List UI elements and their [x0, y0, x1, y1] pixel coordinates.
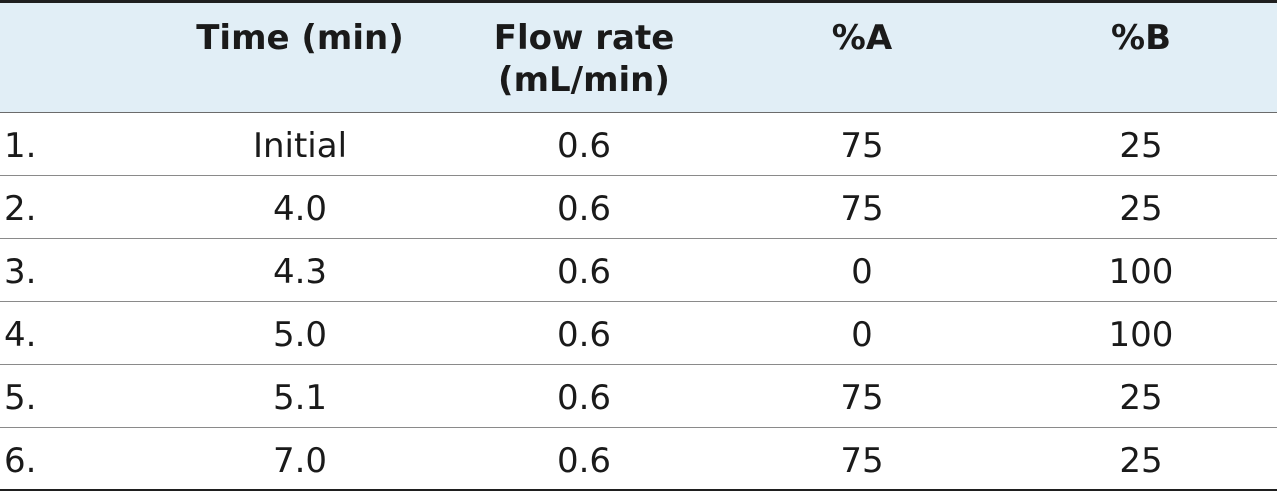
header-flow-rate: Flow rate (mL/min) — [494, 17, 675, 101]
cell-time: 5.1 — [272, 378, 328, 418]
row-index: 6. — [4, 441, 37, 481]
table-row: 6. 7.0 0.6 75 25 — [0, 428, 1277, 491]
row-index: 5. — [4, 378, 37, 418]
cell-pct-a: 0 — [851, 315, 873, 355]
cell-time: 4.3 — [272, 252, 328, 292]
header-pct-b: %B — [1111, 17, 1171, 59]
header-time-label: Time (min) — [196, 18, 404, 58]
cell-flow-rate: 0.6 — [556, 189, 612, 229]
cell-flow-rate: 0.6 — [556, 441, 612, 481]
table-row: 4. 5.0 0.6 0 100 — [0, 302, 1277, 365]
cell-time: Initial — [252, 126, 348, 166]
cell-pct-b: 100 — [1108, 252, 1174, 292]
row-index: 3. — [4, 252, 37, 292]
row-index: 2. — [4, 189, 37, 229]
table-header-row: Time (min) Flow rate (mL/min) %A %B — [0, 3, 1277, 113]
header-pct-a: %A — [832, 17, 892, 59]
header-flow-line1: Flow rate — [493, 18, 675, 58]
header-flow-line2: (mL/min) — [498, 60, 670, 100]
cell-pct-b: 25 — [1119, 378, 1163, 418]
cell-time: 5.0 — [272, 315, 328, 355]
table-top-rule — [0, 0, 1277, 3]
table-row: 2. 4.0 0.6 75 25 — [0, 176, 1277, 239]
row-index: 1. — [4, 126, 37, 166]
table-row: 1. Initial 0.6 75 25 — [0, 113, 1277, 176]
cell-pct-a: 75 — [840, 189, 884, 229]
table-body: 1. Initial 0.6 75 25 2. 4.0 0.6 75 25 3.… — [0, 113, 1277, 491]
cell-pct-b: 100 — [1108, 315, 1174, 355]
cell-pct-a: 75 — [840, 441, 884, 481]
cell-flow-rate: 0.6 — [556, 315, 612, 355]
cell-pct-b: 25 — [1119, 126, 1163, 166]
cell-pct-b: 25 — [1119, 441, 1163, 481]
table-row: 3. 4.3 0.6 0 100 — [0, 239, 1277, 302]
row-index: 4. — [4, 315, 37, 355]
cell-pct-a: 75 — [840, 126, 884, 166]
cell-flow-rate: 0.6 — [556, 126, 612, 166]
cell-pct-a: 0 — [851, 252, 873, 292]
cell-pct-a: 75 — [840, 378, 884, 418]
cell-flow-rate: 0.6 — [556, 252, 612, 292]
cell-pct-b: 25 — [1119, 189, 1163, 229]
header-time: Time (min) — [196, 17, 404, 59]
header-pct-b-label: %B — [1111, 18, 1171, 58]
table-row: 5. 5.1 0.6 75 25 — [0, 365, 1277, 428]
cell-flow-rate: 0.6 — [556, 378, 612, 418]
header-pct-a-label: %A — [831, 18, 893, 58]
cell-time: 4.0 — [272, 189, 328, 229]
cell-time: 7.0 — [272, 441, 328, 481]
